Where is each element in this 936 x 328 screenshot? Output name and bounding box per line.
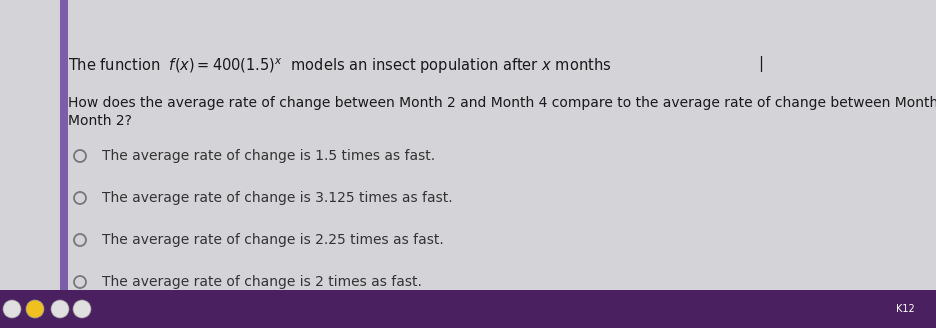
Circle shape [3, 300, 21, 318]
Text: K12: K12 [896, 304, 914, 314]
Text: The function  $f(x) = 400(1.5)^x$  models an insect population after $x$ months: The function $f(x) = 400(1.5)^x$ models … [68, 56, 611, 75]
Text: Month 2?: Month 2? [68, 114, 132, 128]
FancyBboxPatch shape [0, 290, 936, 328]
Text: How does the average rate of change between Month 2 and Month 4 compare to the a: How does the average rate of change betw… [68, 96, 936, 110]
Text: The average rate of change is 3.125 times as fast.: The average rate of change is 3.125 time… [102, 191, 453, 205]
Circle shape [73, 300, 91, 318]
Circle shape [26, 300, 44, 318]
Circle shape [51, 300, 69, 318]
Text: The average rate of change is 1.5 times as fast.: The average rate of change is 1.5 times … [102, 149, 435, 163]
Text: The average rate of change is 2.25 times as fast.: The average rate of change is 2.25 times… [102, 233, 444, 247]
FancyBboxPatch shape [0, 0, 936, 290]
FancyBboxPatch shape [60, 0, 68, 290]
Text: The average rate of change is 2 times as fast.: The average rate of change is 2 times as… [102, 275, 422, 289]
Text: |: | [758, 56, 763, 72]
